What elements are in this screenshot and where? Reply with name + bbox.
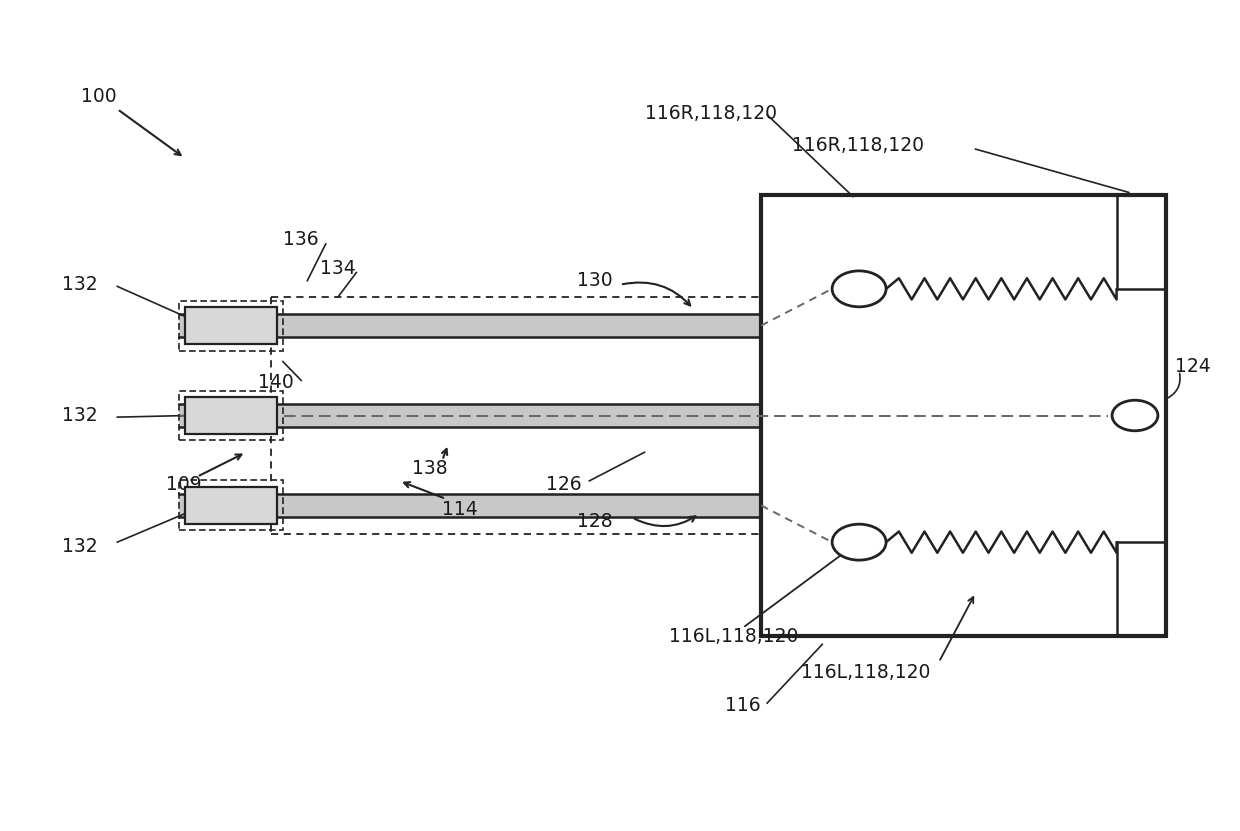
- Bar: [179, 480, 283, 530]
- Text: 134: 134: [320, 259, 356, 278]
- Text: 136: 136: [283, 230, 319, 249]
- Circle shape: [832, 524, 887, 560]
- Text: 109: 109: [166, 475, 202, 494]
- Text: 116R,118,120: 116R,118,120: [645, 104, 776, 123]
- Circle shape: [832, 271, 887, 307]
- Bar: [185, 487, 277, 524]
- Text: 138: 138: [412, 459, 448, 478]
- Text: 116R,118,120: 116R,118,120: [791, 136, 924, 155]
- Text: 124: 124: [1176, 357, 1211, 376]
- Text: 130: 130: [577, 271, 613, 290]
- Bar: [179, 391, 283, 440]
- Bar: [185, 307, 277, 344]
- Bar: [761, 195, 1166, 636]
- Text: 116L,118,120: 116L,118,120: [670, 627, 799, 646]
- Text: 132: 132: [62, 406, 98, 425]
- Text: 116L,118,120: 116L,118,120: [801, 663, 931, 682]
- Bar: [185, 397, 277, 434]
- Text: 114: 114: [443, 500, 477, 519]
- Bar: [179, 301, 283, 351]
- Text: 126: 126: [547, 475, 582, 494]
- Circle shape: [1112, 401, 1158, 430]
- Text: 132: 132: [62, 275, 98, 294]
- Text: 100: 100: [81, 87, 117, 106]
- Text: 128: 128: [577, 512, 613, 531]
- Text: 132: 132: [62, 537, 98, 556]
- Text: 140: 140: [258, 373, 294, 392]
- Text: 116: 116: [725, 696, 760, 715]
